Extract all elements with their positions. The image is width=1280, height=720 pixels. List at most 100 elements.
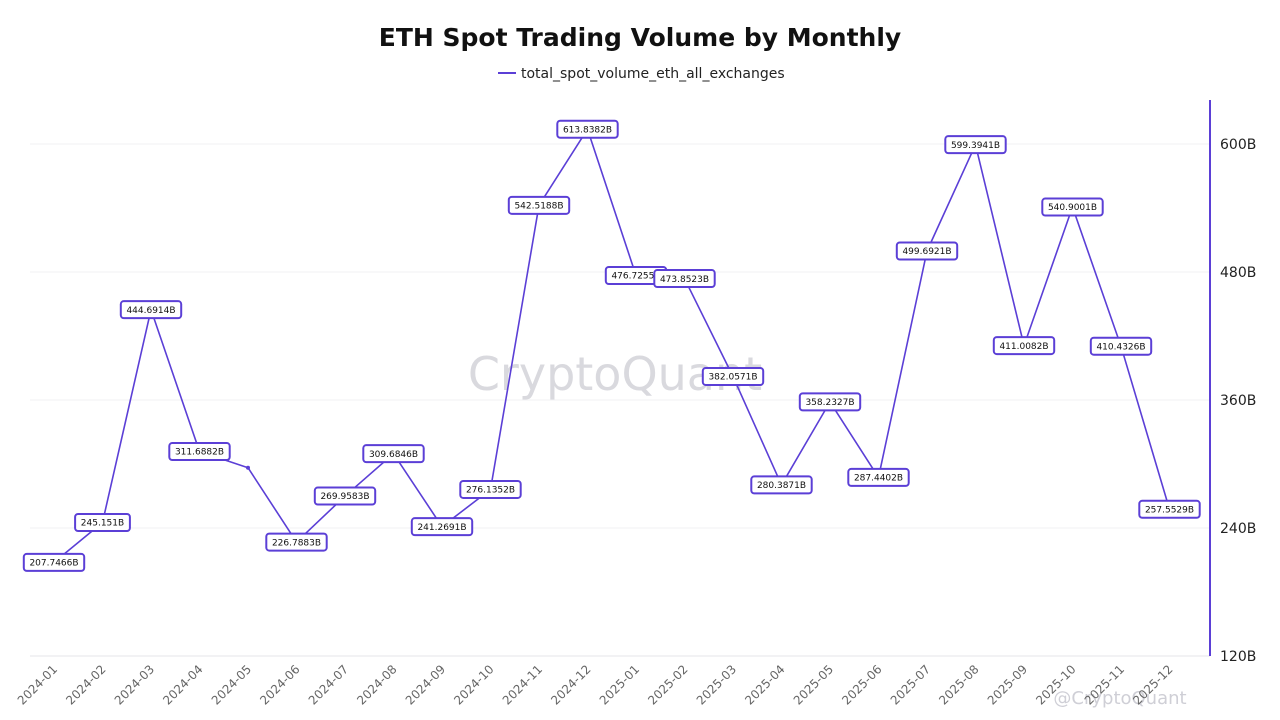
data-label-box <box>701 366 765 386</box>
data-label-box <box>992 336 1056 356</box>
data-label: 276.1352B <box>459 479 522 499</box>
data-label: 226.7883B <box>265 532 328 552</box>
data-label-box <box>459 479 522 499</box>
data-label: 473.8523B <box>653 269 716 289</box>
data-label: 540.9001B <box>1041 197 1104 217</box>
data-label-box <box>556 119 619 139</box>
data-label-text: 599.3941B <box>951 141 1000 151</box>
data-label-box <box>847 467 910 487</box>
data-label: 245.151B <box>74 513 131 533</box>
x-tick-label: 2025-02 <box>645 662 690 707</box>
data-label: 280.3871B <box>750 475 813 495</box>
x-tick-label: 2024-10 <box>451 662 496 707</box>
chart-title: ETH Spot Trading Volume by Monthly <box>379 23 901 52</box>
data-labels: 207.7466B 245.151B 444.6914B 311.6882B 226.7… <box>22 119 1201 572</box>
data-label: 309.6846B <box>362 444 425 464</box>
data-label-text: 540.9001B <box>1048 203 1097 213</box>
data-label: 444.6914B <box>119 300 183 320</box>
data-label: 613.8382B <box>556 119 619 139</box>
data-label-text: 410.4326B <box>1096 342 1145 352</box>
data-label-text: 542.5188B <box>514 202 563 212</box>
x-tick-label: 2025-03 <box>694 662 739 707</box>
data-label-box <box>168 442 231 462</box>
data-label-box <box>265 532 328 552</box>
data-label: 382.0571B <box>701 366 765 386</box>
data-label: 499.6921B <box>895 241 959 261</box>
x-tick-label: 2024-03 <box>112 662 157 707</box>
x-tick-label: 2024-09 <box>403 662 448 707</box>
x-tick-label: 2024-08 <box>354 662 399 707</box>
data-label-text: 311.6882B <box>175 448 224 458</box>
data-label: 542.5188B <box>507 195 571 215</box>
series-line-layer <box>53 128 1171 564</box>
x-tick-label: 2024-07 <box>306 662 351 707</box>
y-tick-label: 240B <box>1220 521 1256 537</box>
x-tick-label: 2025-09 <box>985 662 1030 707</box>
y-tick-label: 600B <box>1220 137 1256 153</box>
y-axis: 120B 240B 360B 480B 600B <box>30 100 1256 665</box>
data-label-text: 276.1352B <box>466 486 515 496</box>
data-label: 207.7466B <box>22 552 86 572</box>
data-label-text: 411.0082B <box>999 342 1048 352</box>
x-tick-label: 2025-04 <box>742 662 787 707</box>
legend[interactable]: total_spot_volume_eth_all_exchanges <box>498 66 785 82</box>
data-label: 241.2691B <box>410 517 474 537</box>
data-label-text: 226.7883B <box>272 538 321 548</box>
data-label: 599.3941B <box>944 135 1007 155</box>
data-label-box <box>1041 197 1104 217</box>
x-tick-label: 2024-04 <box>160 662 205 707</box>
watermark-footer: @CryptoQuant <box>1053 688 1186 709</box>
x-tick-label: 2025-08 <box>936 662 981 707</box>
legend-label: total_spot_volume_eth_all_exchanges <box>521 66 785 82</box>
data-label: 410.4326B <box>1089 336 1153 356</box>
data-label-box <box>653 269 716 289</box>
data-label-text: 444.6914B <box>126 306 175 316</box>
data-label-box <box>74 513 131 533</box>
data-label-text: 287.4402B <box>854 474 903 484</box>
data-label-box <box>1089 336 1153 356</box>
data-label-text: 257.5529B <box>1145 505 1194 515</box>
data-label-text: 499.6921B <box>902 247 951 257</box>
grid-lines <box>30 143 1210 529</box>
y-tick-label: 120B <box>1220 649 1256 665</box>
data-label: 257.5529B <box>1138 499 1201 519</box>
data-label-text: 309.6846B <box>369 450 418 460</box>
data-label: 411.0082B <box>992 336 1056 356</box>
x-tick-label: 2025-01 <box>597 662 642 707</box>
data-label-box <box>944 135 1007 155</box>
x-tick-label: 2025-05 <box>791 662 836 707</box>
x-tick-label: 2024-06 <box>257 662 302 707</box>
data-label: 358.2327B <box>798 392 862 412</box>
data-label-text: 269.9583B <box>320 492 369 502</box>
x-tick-label: 2024-11 <box>500 662 545 707</box>
data-label-box <box>798 392 862 412</box>
data-label-text: 241.2691B <box>417 523 466 533</box>
x-axis: 2024-01 2024-02 2024-03 2024-04 2024-05 2024-… <box>15 662 1176 707</box>
data-label-box <box>750 475 813 495</box>
data-label-box <box>1138 499 1201 519</box>
x-tick-label: 2025-07 <box>888 662 933 707</box>
data-label-text: 245.151B <box>81 519 124 529</box>
data-label-text: 382.0571B <box>708 373 757 383</box>
data-label: 311.6882B <box>168 442 231 462</box>
data-label-text: 476.7255B <box>611 272 660 282</box>
x-tick-label: 2024-12 <box>548 662 593 707</box>
x-tick-label: 2024-01 <box>15 662 60 707</box>
data-label: 287.4402B <box>847 467 910 487</box>
data-label-box <box>22 552 86 572</box>
data-label-text: 280.3871B <box>757 481 806 491</box>
x-tick-label: 2025-06 <box>839 662 884 707</box>
x-tick-label: 2024-02 <box>63 662 108 707</box>
data-label-text: 613.8382B <box>563 125 612 135</box>
data-label-box <box>895 241 959 261</box>
y-tick-label: 360B <box>1220 393 1256 409</box>
data-label-box <box>507 195 571 215</box>
series-line <box>53 128 1171 564</box>
data-label-text: 207.7466B <box>29 559 78 569</box>
y-tick-label: 480B <box>1220 265 1256 281</box>
data-label-box <box>119 300 183 320</box>
data-label-box <box>362 444 425 464</box>
x-tick-label: 2024-05 <box>209 662 254 707</box>
data-point[interactable] <box>246 465 250 470</box>
